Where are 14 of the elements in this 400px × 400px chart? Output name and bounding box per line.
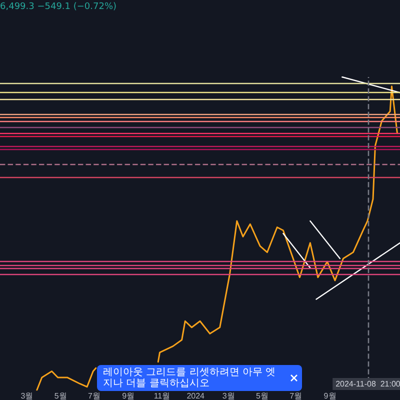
text: 6,499.3 −549.1 (−0.72%) (0, 2, 117, 12)
x-tick-label: 9월 (324, 392, 336, 400)
x-tick-label: 3월 (222, 392, 235, 400)
x-tick-label: 3월 (20, 392, 34, 400)
x-tick-label: 5월 (54, 392, 67, 400)
x-tick-label: 7월 (88, 392, 100, 400)
x-tick-label: 11월 (154, 392, 170, 400)
x-tick-label: 5월 (256, 392, 268, 400)
annotation: 레이아웃 그리드를 리셋하려면 아무 엣지나 더블 클릭하십시오 (103, 367, 277, 389)
x-tick-label: 2024 (186, 392, 206, 400)
notification: 레이아웃 그리드를 리셋하려면 아무 엣지나 더블 클릭하십시오 (97, 365, 302, 391)
x-tick-label: 9월 (122, 392, 135, 400)
ref-line-label: 2024-11-08 21:00 (336, 380, 400, 388)
x-tick-label: 7월 (290, 392, 302, 400)
